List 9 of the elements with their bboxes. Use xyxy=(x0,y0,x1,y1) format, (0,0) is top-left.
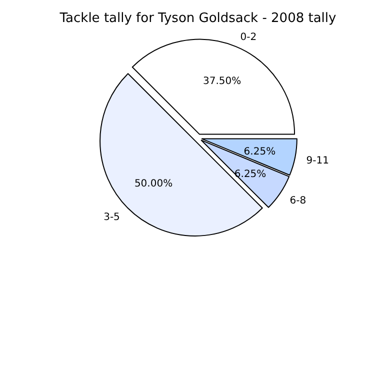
data-label: 6.25% xyxy=(244,146,276,158)
slice-label: 9-11 xyxy=(306,156,329,167)
data-label: 6.25% xyxy=(234,168,266,180)
data-label: 50.00% xyxy=(134,178,173,190)
slice-label: 6-8 xyxy=(290,195,306,206)
chart-title: Tackle tally for Tyson Goldsack - 2008 tally xyxy=(58,11,337,26)
data-label: 37.50% xyxy=(203,76,242,87)
slice-label: 3-5 xyxy=(104,212,120,224)
slice-label: 0-2 xyxy=(240,32,257,44)
